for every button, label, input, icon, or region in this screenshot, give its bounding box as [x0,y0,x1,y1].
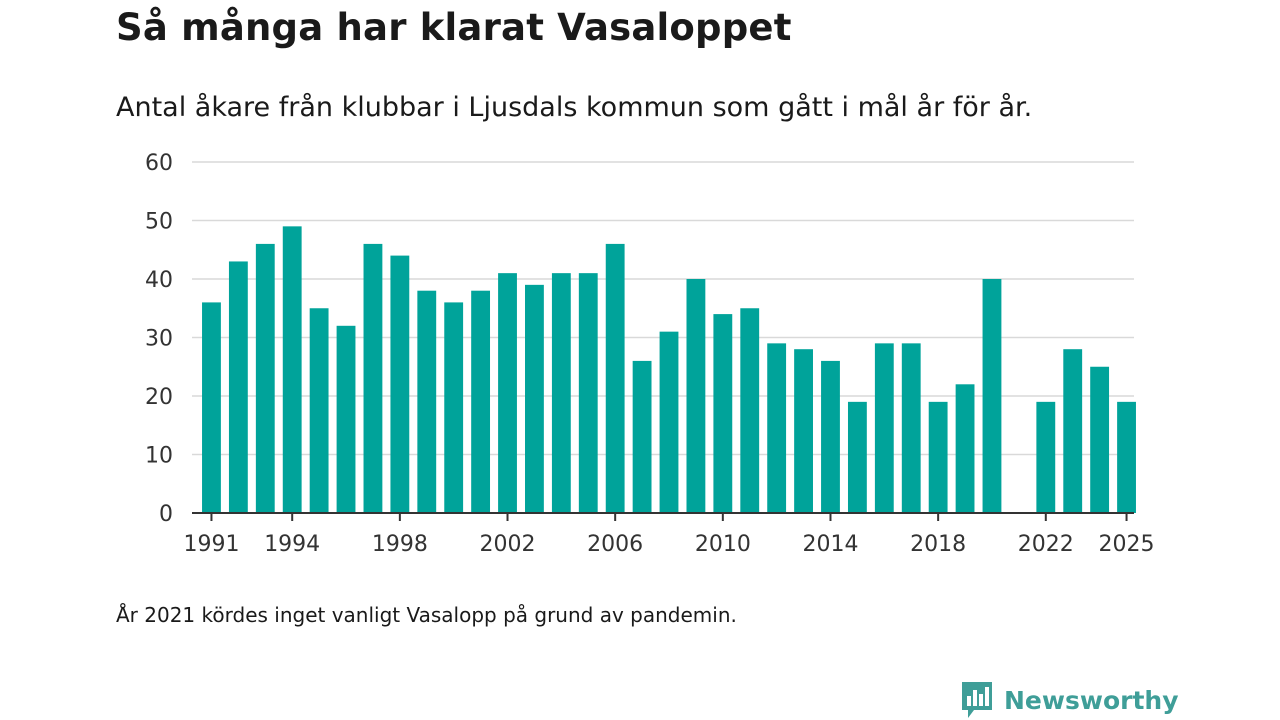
brand-name: Newsworthy [1004,685,1179,715]
bar-1998 [390,255,410,513]
bar-2005 [578,273,598,513]
bar-2008 [659,331,679,513]
x-tick-label: 1994 [264,532,320,557]
bar-1996 [336,325,356,513]
x-tick-label: 2018 [910,532,966,557]
footnote: År 2021 kördes inget vanligt Vasalopp på… [116,603,737,627]
x-tick-label: 1991 [183,532,239,557]
x-tick-label: 2006 [587,532,643,557]
x-tick-label: 2002 [480,532,536,557]
bar-chart: 0 10 20 30 40 50 60 1991 1994 1998 2002 2006 2010 20… [145,151,1155,557]
bar-2016 [874,343,894,513]
bar-2006 [605,243,625,513]
y-tick-label: 50 [145,210,173,235]
bar-2024 [1090,366,1110,513]
bar-2017 [901,343,921,513]
bar-2011 [740,308,760,513]
bar-2014 [821,360,840,513]
bar-2020 [982,279,1002,513]
x-tick-label: 1998 [372,532,428,557]
chart-title: Så många har klarat Vasaloppet [116,6,792,49]
bar-2012 [767,343,787,513]
bar-2018 [928,401,948,513]
bar-2009 [686,279,706,513]
bar-2003 [525,284,544,513]
y-tick-label: 30 [145,327,173,352]
y-axis-ticks: 0 10 20 30 40 50 60 [145,151,173,527]
y-tick-label: 60 [145,151,173,176]
chart-subtitle: Antal åkare från klubbar i Ljusdals komm… [116,92,1033,123]
bar-1992 [228,261,248,513]
bar-2025 [1117,401,1136,513]
y-tick-label: 10 [145,444,173,469]
bar-2013 [794,349,813,513]
bar-1997 [363,243,383,513]
bar-2022 [1036,401,1056,513]
y-tick-label: 0 [159,502,173,527]
bar-1995 [309,308,329,513]
x-tick-label: 2022 [1018,532,1074,557]
x-tick-label: 2025 [1099,532,1155,557]
y-tick-label: 40 [145,268,173,293]
x-tick-label: 2010 [695,532,751,557]
x-tick-label: 2014 [802,532,858,557]
bars [202,226,1136,513]
x-axis-ticks: 1991 1994 1998 2002 2006 2010 2014 2018 2022 2025 [183,513,1155,557]
y-tick-label: 20 [145,385,173,410]
bar-2015 [847,401,867,513]
bar-2019 [955,384,975,513]
bar-2010 [713,314,733,513]
bar-1994 [282,226,302,513]
bar-2000 [444,302,464,513]
brand-logo: Newsworthy [960,680,1179,720]
bar-2007 [632,360,652,513]
bar-2001 [471,290,491,513]
bar-1999 [417,290,437,513]
bar-2004 [551,273,571,513]
bar-2023 [1063,349,1083,513]
newsworthy-logo-icon [962,682,992,718]
bar-2002 [498,273,517,513]
bar-1993 [255,243,275,513]
bar-1991 [202,302,221,513]
